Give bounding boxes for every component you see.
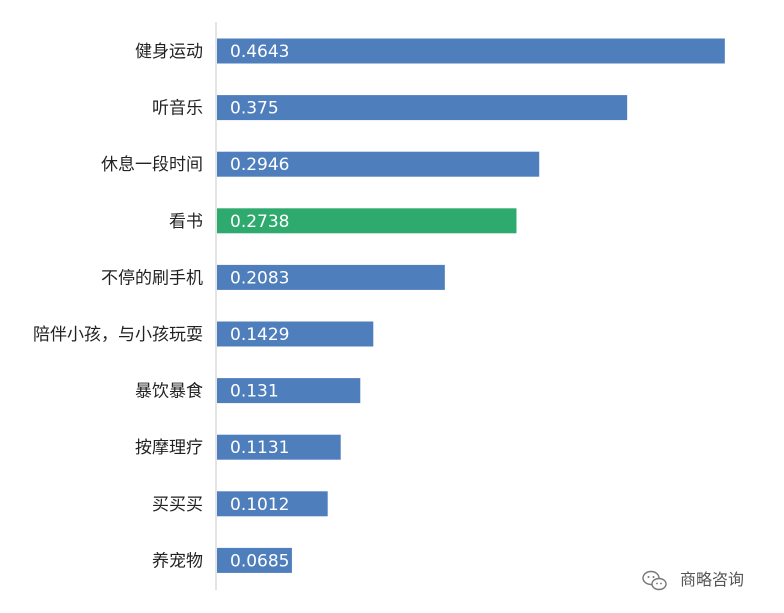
category-label: 按摩理疗 bbox=[135, 438, 203, 458]
bar bbox=[217, 491, 328, 517]
category-label: 不停的刷手机 bbox=[101, 268, 203, 288]
watermark: 商略咨询 bbox=[642, 570, 744, 591]
bar bbox=[217, 378, 361, 404]
bar bbox=[217, 321, 374, 347]
category-label: 听音乐 bbox=[152, 99, 203, 119]
wechat-icon bbox=[642, 570, 667, 591]
data-label: 0.4643 bbox=[230, 42, 289, 62]
data-label: 0.2083 bbox=[230, 268, 289, 288]
bar bbox=[217, 95, 628, 121]
watermark-text: 商略咨询 bbox=[680, 570, 744, 589]
bar bbox=[217, 264, 445, 290]
data-label: 0.1012 bbox=[230, 495, 289, 515]
data-label: 0.2946 bbox=[230, 155, 289, 175]
data-label: 0.1429 bbox=[230, 325, 289, 345]
bar bbox=[217, 208, 517, 234]
category-label: 看书 bbox=[169, 212, 203, 232]
category-label: 健身运动 bbox=[135, 42, 203, 62]
bars-group: 0.4643 健身运动 0.375 听音乐 0.2946 休息一段时间 0.2738 看书 0.… bbox=[33, 38, 725, 573]
bar bbox=[217, 151, 540, 177]
category-label: 养宠物 bbox=[152, 551, 203, 571]
category-label: 陪伴小孩，与小孩玩耍 bbox=[33, 325, 203, 345]
category-label: 休息一段时间 bbox=[101, 155, 203, 175]
bar bbox=[217, 434, 341, 460]
bar bbox=[217, 547, 292, 573]
data-label: 0.131 bbox=[230, 382, 279, 402]
bar bbox=[217, 38, 725, 64]
data-label: 0.0685 bbox=[230, 551, 289, 571]
category-label: 暴饮暴食 bbox=[135, 382, 203, 402]
data-label: 0.1131 bbox=[230, 438, 289, 458]
data-label: 0.375 bbox=[230, 99, 279, 119]
data-label: 0.2738 bbox=[230, 212, 289, 232]
category-label: 买买买 bbox=[152, 495, 203, 515]
